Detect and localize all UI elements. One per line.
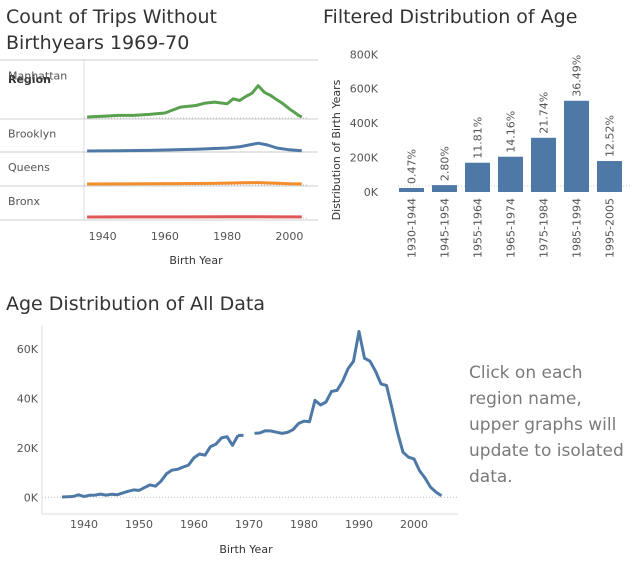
bar-percent-label: 0.47% — [406, 149, 419, 184]
bar-y-tick-label: 0K — [364, 186, 379, 199]
all-data-line-chart: 0K 20K 40K 60K 1940 1950 1960 1970 1980 1990 2000… — [17, 325, 458, 556]
all-x-tick-label: 1950 — [125, 518, 153, 531]
bar-percent-label: 12.52% — [604, 115, 617, 157]
all-x-tick-label: 1980 — [290, 518, 318, 531]
region-x-tick-label: 1980 — [213, 230, 241, 243]
region-label-brooklyn[interactable]: Brooklyn — [8, 128, 56, 141]
region-label-manhattan[interactable]: Manhattan — [8, 70, 67, 83]
all-x-tick-label: 1990 — [345, 518, 373, 531]
bar-1955-1964[interactable] — [465, 162, 490, 192]
all-x-tick-label: 1970 — [235, 518, 263, 531]
bar-y-tick-label: 600K — [350, 83, 379, 96]
bar-percent-label: 11.81% — [472, 117, 485, 159]
all-y-tick-label: 0K — [24, 491, 39, 504]
bar-x-tick-label: 1975-1984 — [538, 198, 551, 258]
region-series-line-queens[interactable] — [87, 181, 302, 186]
region-line-chart: Region Manhattan Brooklyn Queens Bronx 1940… — [0, 59, 318, 267]
all-x-tick-label: 1940 — [70, 518, 98, 531]
region-label-bronx[interactable]: Bronx — [8, 195, 41, 208]
region-x-tick-label: 1940 — [89, 230, 117, 243]
bar-percent-label: 14.16% — [505, 111, 518, 153]
region-x-tick-label: 1960 — [151, 230, 179, 243]
region-x-tick-label: 2000 — [275, 230, 303, 243]
region-chart-title: Count of Trips Without Birthyears 1969-7… — [6, 6, 217, 54]
bar-percent-label: 2.80% — [439, 146, 452, 181]
all-y-tick-label: 60K — [17, 343, 39, 356]
bar-x-tick-label: 1930-1944 — [406, 198, 419, 258]
bar-y-tick-label: 200K — [350, 152, 379, 165]
bar-1995-2005[interactable] — [597, 161, 622, 192]
bar-x-tick-label: 1955-1964 — [472, 198, 485, 258]
bar-x-tick-label: 1995-2005 — [604, 198, 617, 258]
bar-percent-label: 21.74% — [538, 92, 551, 134]
bar-x-tick-label: 1945-1954 — [439, 198, 452, 258]
all-x-tick-label: 2000 — [400, 518, 428, 531]
bar-1965-1974[interactable] — [498, 156, 523, 192]
region-label-queens[interactable]: Queens — [8, 161, 50, 174]
all-data-chart-title: Age Distribution of All Data — [6, 293, 265, 315]
bar-percent-label: 36.49% — [571, 55, 584, 97]
age-chart-title: Filtered Distribution of Age — [323, 6, 578, 28]
instruction-note: Click on each region name, upper graphs … — [469, 363, 624, 487]
bar-y-tick-label: 400K — [350, 117, 379, 130]
bar-y-tick-label: 800K — [350, 48, 379, 61]
bar-1930-1944[interactable] — [399, 188, 424, 192]
all-data-series-line[interactable] — [254, 330, 443, 498]
bar-y-axis-title: Distribution of Birth Years — [330, 79, 343, 220]
age-bar-chart: Distribution of Birth Years 0K 200K 400K 60… — [330, 48, 630, 258]
bar-1985-1994[interactable] — [564, 100, 589, 192]
bar-1975-1984[interactable] — [531, 137, 556, 192]
all-y-tick-label: 20K — [17, 442, 39, 455]
region-series-line-brooklyn[interactable] — [87, 141, 302, 153]
bar-x-tick-label: 1965-1974 — [505, 198, 518, 258]
bar-1945-1954[interactable] — [432, 185, 457, 192]
all-x-tick-label: 1960 — [180, 518, 208, 531]
all-y-tick-label: 40K — [17, 392, 39, 405]
bar-x-tick-label: 1985-1994 — [571, 198, 584, 258]
region-series-line-manhattan[interactable] — [87, 84, 303, 119]
all-data-series-line[interactable] — [61, 434, 240, 499]
region-x-axis-title: Birth Year — [169, 254, 223, 267]
all-x-axis-title: Birth Year — [219, 543, 273, 556]
region-header: Region — [8, 73, 51, 86]
